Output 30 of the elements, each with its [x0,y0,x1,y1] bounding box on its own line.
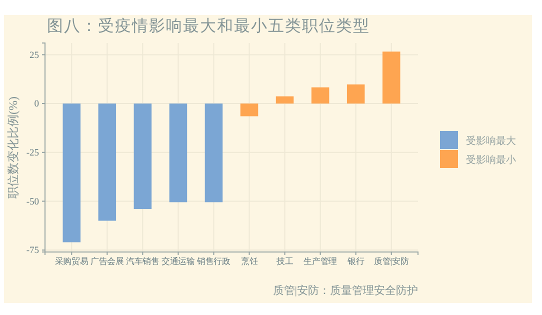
bar [134,104,152,210]
legend-label: 受影响最小 [466,154,516,166]
x-tick-label: 银行 [346,256,365,266]
x-tick-label: 销售行政 [196,256,232,266]
y-tick-label: 25 [30,50,40,61]
bar [169,104,188,202]
bar [240,104,258,116]
bar [382,52,400,104]
bar [346,84,365,104]
chart-title: 图八：受疫情影响最大和最小五类职位类型 [47,17,370,35]
x-tick-label: 采购贸易 [54,256,90,266]
y-tick-label: 0 [34,100,40,110]
x-tick-label: 交通运输 [161,256,196,266]
x-tick-label: 汽车销售 [126,256,160,266]
y-axis-title: 职位数变化比例(%) [6,96,20,198]
y-tick-label: -75 [26,246,40,256]
text: 质管|安防：质量管理安全防护 [272,284,418,297]
x-tick-label: 烹饪 [240,256,258,266]
bar [311,87,330,104]
bar [98,104,116,221]
bar [204,104,223,202]
x-tick-label: 广告会展 [90,256,125,266]
x-tick-label: 技工 [275,256,294,266]
legend-label: 受影响最大 [466,135,516,147]
y-tick-label: -25 [26,148,40,158]
y-tick-label: -50 [26,197,40,208]
x-tick-label: 质管|安防 [374,256,410,266]
bar [276,96,294,104]
x-tick-label: 生产管理 [304,256,338,266]
bar [62,104,81,242]
